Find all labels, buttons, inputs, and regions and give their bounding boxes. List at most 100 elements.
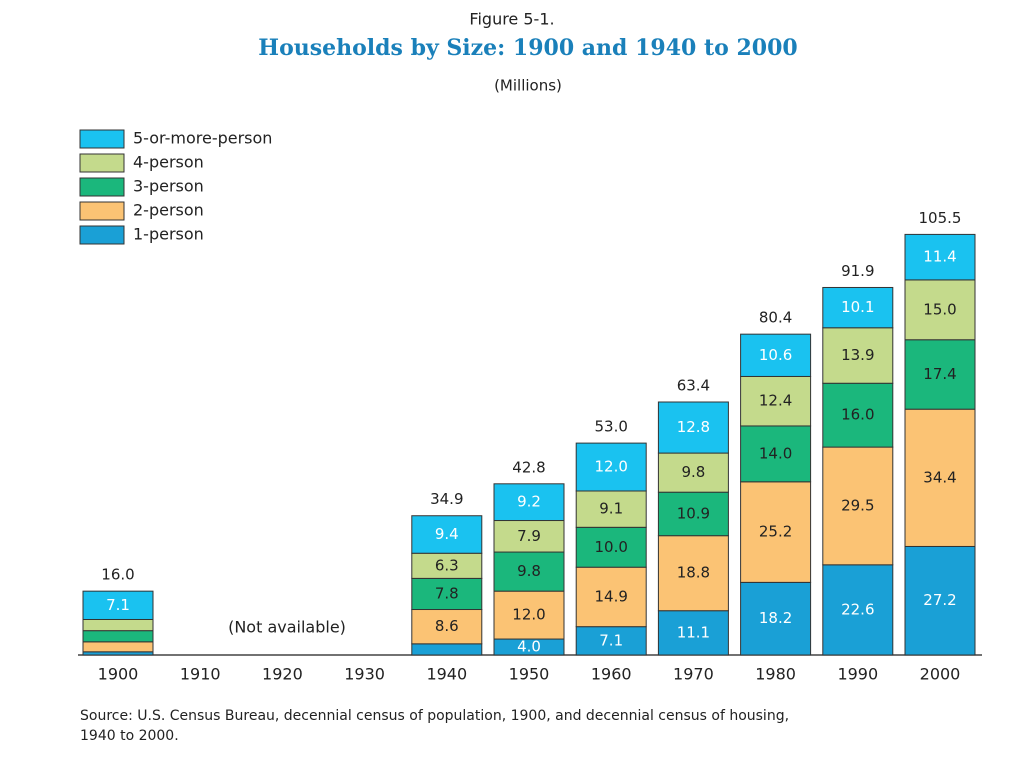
bar-segment <box>493 551 565 592</box>
data-label: 27.2 <box>923 591 956 609</box>
bar-segment <box>575 566 647 628</box>
data-label: 12.0 <box>594 458 627 476</box>
data-label: 12.0 <box>512 606 545 624</box>
chart-title: Households by Size: 1900 and 1940 to 200… <box>258 35 797 61</box>
data-label: 7.1 <box>106 596 130 614</box>
total-label: 42.8 <box>512 458 545 476</box>
data-label: 9.8 <box>681 463 705 481</box>
bar-segment <box>493 590 565 640</box>
bar-segment <box>575 490 647 528</box>
x-tick-label: 1900 <box>98 665 139 684</box>
data-label: 7.9 <box>517 527 541 545</box>
annotation: (Not available) <box>228 618 346 637</box>
total-label: 91.9 <box>841 262 874 280</box>
legend-label: 4-person <box>133 153 204 172</box>
data-label: 17.4 <box>923 365 956 383</box>
bar-segment <box>575 526 647 568</box>
data-label: 25.2 <box>759 523 792 541</box>
bar-segment <box>904 545 976 656</box>
x-tick-label: 1940 <box>426 665 467 684</box>
total-label: 63.4 <box>677 377 710 395</box>
bar-segment <box>822 382 894 448</box>
bar-segment <box>657 452 729 493</box>
data-label: 7.1 <box>599 631 623 649</box>
bar-segment <box>411 515 483 554</box>
data-label: 13.9 <box>841 346 874 364</box>
bar-segment <box>411 552 483 579</box>
legend-label: 5-or-more-person <box>133 129 272 148</box>
legend-swatch <box>79 225 125 245</box>
x-tick-label: 1930 <box>344 665 385 684</box>
data-label: 18.8 <box>677 564 710 582</box>
x-tick-label: 1980 <box>755 665 796 684</box>
legend-label: 2-person <box>133 201 204 220</box>
data-label: 4.0 <box>517 638 541 656</box>
data-label: 12.8 <box>677 418 710 436</box>
x-tick-label: 1920 <box>262 665 303 684</box>
figure-label: Figure 5-1. <box>469 10 554 29</box>
data-label: 9.4 <box>435 525 459 543</box>
data-label: 34.4 <box>923 468 956 486</box>
data-label: 22.6 <box>841 600 874 618</box>
data-label: 14.9 <box>594 587 627 605</box>
total-label: 80.4 <box>759 309 792 327</box>
data-label: 9.2 <box>517 493 541 511</box>
bar-segment <box>82 618 154 632</box>
bar-segment <box>904 339 976 410</box>
bar-segment <box>82 641 154 653</box>
data-label: 10.9 <box>677 504 710 522</box>
x-tick-label: 1990 <box>837 665 878 684</box>
bar-segment <box>575 626 647 656</box>
total-label: 16.0 <box>101 566 134 584</box>
x-tick-label: 1950 <box>509 665 550 684</box>
bar-segment <box>657 491 729 537</box>
bar-segment <box>657 401 729 454</box>
bar-segment <box>904 233 976 281</box>
data-label: 16.0 <box>841 406 874 424</box>
data-label: 11.1 <box>677 623 710 641</box>
bar-segment <box>493 520 565 553</box>
total-label: 34.9 <box>430 490 463 508</box>
data-label: 29.5 <box>841 496 874 514</box>
legend-swatch <box>79 153 125 173</box>
legend-swatch <box>79 201 125 221</box>
source: Source: U.S. Census Bureau, decennial ce… <box>80 708 789 724</box>
source: 1940 to 2000. <box>80 728 179 744</box>
bar-segment <box>822 446 894 566</box>
data-label: 14.0 <box>759 444 792 462</box>
data-label: 6.3 <box>435 556 459 574</box>
bar-segment <box>904 279 976 341</box>
data-label: 10.6 <box>759 346 792 364</box>
bar-segment <box>493 483 565 522</box>
bar-segment <box>822 327 894 384</box>
data-label: 9.8 <box>517 562 541 580</box>
bar-segment <box>411 609 483 645</box>
data-label: 11.4 <box>923 248 956 266</box>
x-tick-label: 1960 <box>591 665 632 684</box>
bar-segment <box>822 286 894 329</box>
legend-swatch <box>79 129 125 149</box>
bar-segment <box>904 408 976 547</box>
data-label: 15.0 <box>923 300 956 318</box>
data-label: 7.8 <box>435 584 459 602</box>
x-tick-label: 1910 <box>180 665 221 684</box>
data-label: 18.2 <box>759 609 792 627</box>
bar-segment <box>82 630 154 643</box>
bar-segment <box>740 333 812 377</box>
bar-segment <box>740 481 812 583</box>
data-label: 12.4 <box>759 392 792 410</box>
total-label: 105.5 <box>919 209 962 227</box>
total-label: 53.0 <box>594 418 627 436</box>
legend-swatch <box>79 177 125 197</box>
legend-label: 1-person <box>133 225 204 244</box>
bar-segment <box>575 442 647 492</box>
bar-segment <box>411 643 483 656</box>
data-label: 9.1 <box>599 500 623 518</box>
bar-segment <box>411 577 483 611</box>
data-label: 10.0 <box>594 538 627 556</box>
bar-segment <box>82 590 154 620</box>
subtitle: (Millions) <box>494 77 562 95</box>
legend-label: 3-person <box>133 177 204 196</box>
bar-segment <box>740 375 812 427</box>
